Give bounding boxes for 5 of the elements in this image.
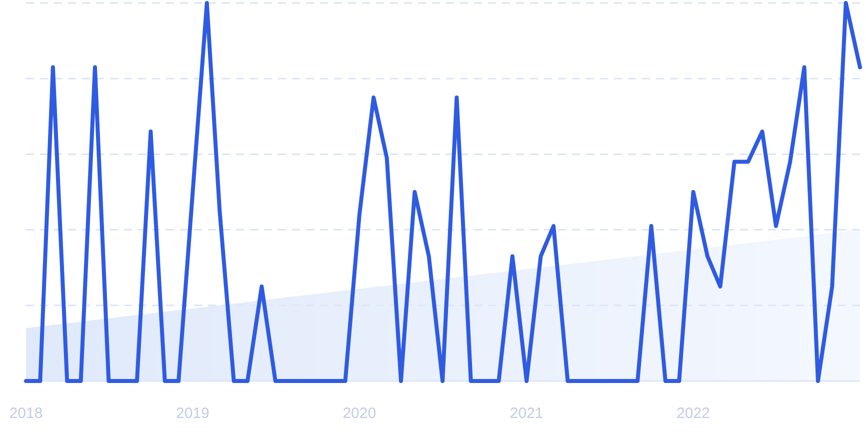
- x-tick-label: 2022: [676, 405, 710, 422]
- x-tick-label: 2018: [9, 405, 43, 422]
- x-tick-label: 2019: [176, 405, 210, 422]
- x-tick-label: 2021: [510, 405, 544, 422]
- x-tick-label: 2020: [342, 405, 376, 422]
